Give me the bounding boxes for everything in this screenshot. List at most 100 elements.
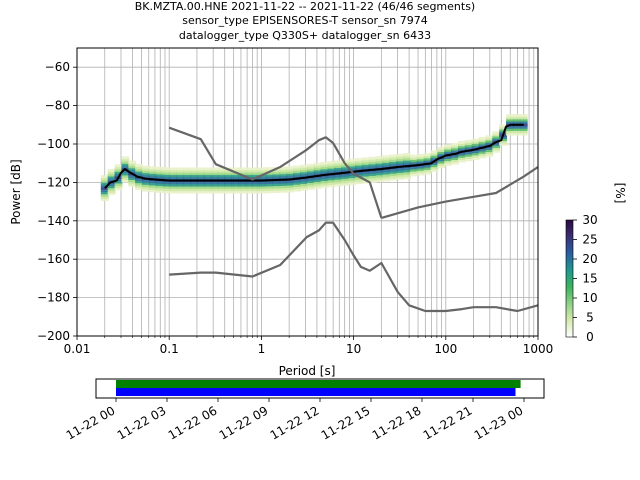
pdf-cell: [451, 161, 459, 165]
pdf-cell: [430, 155, 439, 159]
pdf-cell: [320, 178, 329, 182]
pdf-cell: [444, 155, 453, 159]
x-tick-label: 1000: [523, 342, 554, 356]
pdf-cell: [162, 171, 171, 175]
pdf-cell: [183, 185, 192, 189]
pdf-cell: [183, 190, 192, 194]
pdf-cell: [423, 171, 432, 175]
pdf-cell: [499, 126, 508, 130]
pdf-cell: [245, 172, 253, 176]
pdf-cell: [258, 167, 267, 171]
coverage-tick-label: 11-22 06: [166, 403, 220, 442]
pdf-cell: [272, 171, 281, 175]
pdf-cell: [492, 133, 501, 137]
pdf-cell: [416, 160, 425, 164]
pdf-cell: [348, 158, 356, 162]
pdf-cell: [396, 176, 405, 180]
pdf-cell: [203, 174, 212, 178]
pdf-cell: [396, 169, 405, 173]
pdf-cell: [320, 168, 329, 172]
pdf-cell: [471, 156, 480, 160]
pdf-cell: [437, 149, 446, 153]
pdf-cell: [217, 181, 226, 185]
pdf-cell: [471, 138, 480, 142]
pdf-cell: [162, 188, 171, 192]
pdf-cell: [409, 166, 418, 170]
pdf-cell: [258, 185, 267, 189]
pdf-cell: [148, 170, 157, 174]
pdf-cell: [265, 187, 274, 191]
pdf-cell: [382, 178, 391, 182]
pdf-cell: [293, 188, 302, 192]
pdf-cell: [155, 180, 164, 184]
pdf-cell: [389, 170, 398, 174]
pdf-cell: [224, 174, 233, 178]
colorbar-tick-label: 0: [586, 330, 594, 344]
pdf-cell: [258, 169, 267, 173]
pdf-cell: [272, 183, 281, 187]
pdf-cell: [238, 167, 247, 171]
pdf-cell: [265, 167, 274, 171]
plot-frame: [76, 47, 539, 337]
pdf-cell: [265, 190, 274, 194]
pdf-cell: [444, 146, 453, 150]
pdf-cell: [306, 168, 315, 172]
pdf-cell: [114, 178, 123, 182]
pdf-cell: [142, 181, 150, 185]
pdf-cell: [375, 172, 384, 176]
pdf-cell: [409, 161, 418, 165]
pdf-cell: [389, 163, 398, 167]
pdf-cell: [217, 185, 226, 189]
pdf-cell: [444, 158, 453, 162]
pdf-cell: [258, 188, 267, 192]
pdf-cell: [375, 158, 384, 162]
pdf-cell: [382, 176, 391, 180]
data-series: [104, 123, 539, 313]
pdf-cell: [492, 138, 501, 142]
pdf-cell: [478, 141, 487, 145]
pdf-cell: [293, 165, 302, 169]
pdf-cell: [251, 185, 260, 189]
pdf-cell: [107, 192, 116, 196]
pdf-cell: [457, 152, 466, 156]
pdf-cell: [286, 170, 295, 174]
pdf-cell: [457, 157, 466, 161]
colorbar-tick-label: 5: [586, 311, 594, 325]
pdf-cell: [334, 165, 343, 169]
pdf-cell: [464, 146, 473, 150]
pdf-cell: [114, 187, 123, 191]
pdf-cell: [217, 174, 226, 178]
pdf-cell: [128, 174, 137, 178]
pdf-cell: [196, 188, 205, 192]
pdf-cell: [313, 172, 322, 176]
pdf-cell: [519, 130, 528, 134]
coverage-tick-label: 11-23 00: [472, 403, 526, 442]
pdf-cell: [306, 163, 315, 167]
pdf-cell: [210, 174, 219, 178]
pdf-cell: [368, 159, 377, 163]
pdf-cell: [313, 183, 322, 187]
y-tick-label: −120: [37, 175, 70, 189]
pdf-cell: [121, 158, 130, 162]
pdf-cell: [114, 185, 123, 189]
pdf-cell: [430, 150, 439, 154]
pdf-cell: [361, 166, 370, 170]
pdf-cell: [169, 181, 178, 185]
pdf-cell: [231, 188, 240, 192]
pdf-cell: [341, 168, 350, 172]
pdf-cell: [169, 172, 178, 176]
pdf-cell: [313, 169, 322, 173]
pdf-cell: [128, 163, 137, 167]
pdf-cell: [306, 170, 315, 174]
pdf-cell: [258, 181, 267, 185]
pdf-cell: [354, 160, 363, 164]
pdf-cell: [361, 157, 370, 161]
pdf-cell: [368, 170, 377, 174]
pdf-cell: [382, 169, 391, 173]
pdf-cell: [169, 183, 178, 187]
pdf-cell: [506, 116, 514, 120]
pdf-cell: [135, 173, 144, 177]
x-tick-label: 0.01: [64, 342, 91, 356]
